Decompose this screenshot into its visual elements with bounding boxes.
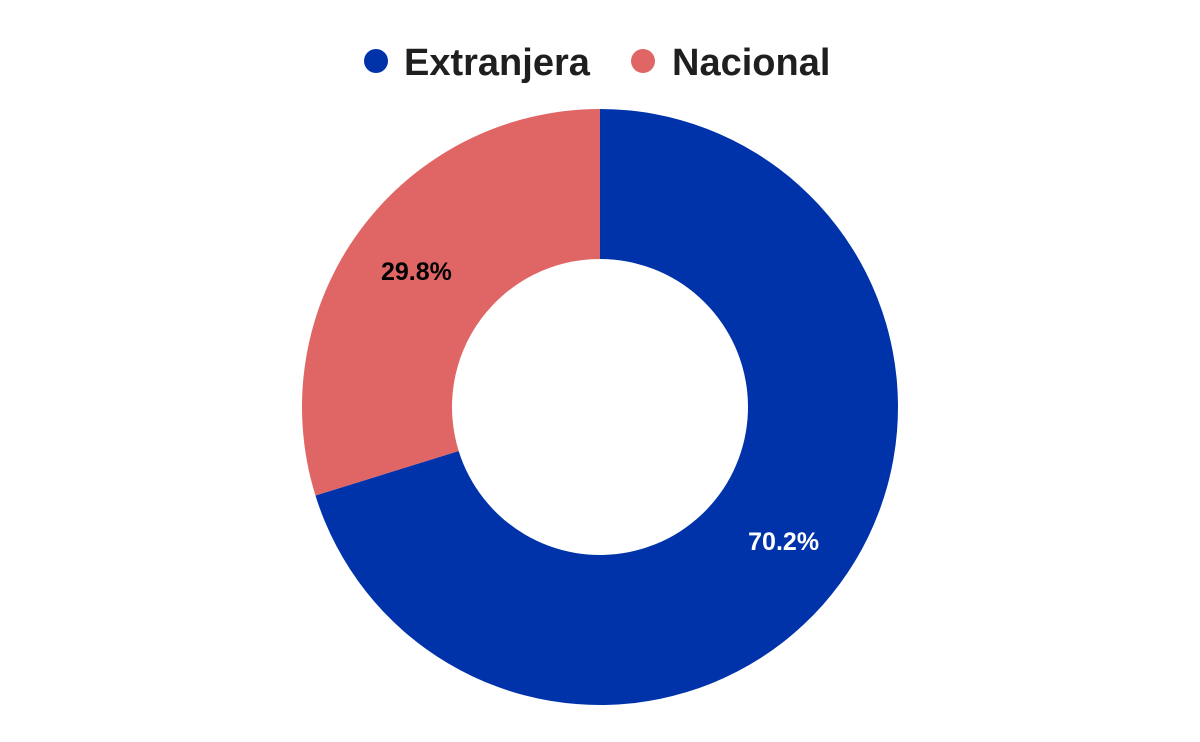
slice-nacional xyxy=(302,108,600,496)
legend-label-nacional: Nacional xyxy=(672,42,830,84)
legend: Extranjera Nacional xyxy=(364,42,830,84)
data-labels: 70.2% 29.8% xyxy=(381,258,819,556)
legend-marker-nacional xyxy=(631,49,655,73)
legend-label-extranjera: Extranjera xyxy=(404,42,591,84)
legend-marker-extranjera xyxy=(364,49,388,73)
data-label-extranjera: 70.2% xyxy=(748,528,819,556)
slice-extranjera xyxy=(315,109,898,705)
donut-slices xyxy=(302,108,898,705)
data-label-nacional: 29.8% xyxy=(381,258,452,286)
